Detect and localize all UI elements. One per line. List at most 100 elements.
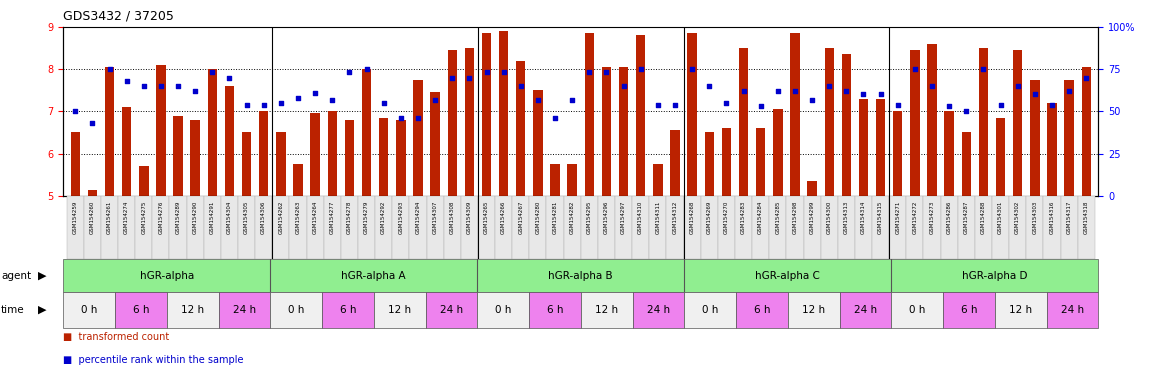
Point	[100, 66, 118, 72]
Text: time: time	[1, 305, 25, 315]
Bar	[139, 166, 148, 196]
Text: hGR-alpha: hGR-alpha	[139, 270, 194, 281]
Point	[803, 96, 821, 103]
Bar	[790, 33, 799, 196]
Text: GSM154310: GSM154310	[638, 201, 643, 234]
Bar	[601, 67, 611, 196]
Text: GSM154281: GSM154281	[552, 201, 558, 234]
Bar	[923, 196, 941, 259]
Bar	[756, 128, 766, 196]
Text: GSM154279: GSM154279	[365, 201, 369, 234]
Text: 0 h: 0 h	[908, 305, 926, 315]
Point	[152, 83, 170, 89]
Bar	[270, 259, 477, 292]
Bar	[323, 196, 340, 259]
Point	[580, 70, 598, 76]
Text: GSM154315: GSM154315	[879, 201, 883, 234]
Bar	[328, 111, 337, 196]
Bar	[444, 196, 461, 259]
Bar	[944, 111, 953, 196]
Bar	[872, 196, 889, 259]
Bar	[688, 33, 697, 196]
Text: GSM154278: GSM154278	[347, 201, 352, 234]
Bar	[670, 131, 680, 196]
Bar	[821, 196, 838, 259]
Bar	[910, 50, 920, 196]
Bar	[67, 196, 84, 259]
Text: 24 h: 24 h	[232, 305, 256, 315]
Bar	[632, 292, 684, 328]
Bar	[961, 132, 971, 196]
Text: GSM154318: GSM154318	[1083, 201, 1089, 234]
Text: GSM154312: GSM154312	[673, 201, 677, 234]
Text: 12 h: 12 h	[802, 305, 826, 315]
Point	[460, 74, 478, 81]
Bar	[598, 196, 615, 259]
Point	[1043, 101, 1061, 108]
Text: GSM154262: GSM154262	[278, 201, 283, 234]
Bar	[769, 196, 787, 259]
Bar	[1060, 196, 1078, 259]
Text: GSM154273: GSM154273	[929, 201, 935, 234]
Bar	[840, 292, 891, 328]
Text: GSM154285: GSM154285	[775, 201, 781, 234]
Point	[957, 108, 975, 114]
Bar	[174, 116, 183, 196]
Text: GSM154286: GSM154286	[946, 201, 952, 234]
Point	[889, 101, 907, 108]
Text: ■  percentile rank within the sample: ■ percentile rank within the sample	[63, 355, 244, 365]
Bar	[804, 196, 821, 259]
Bar	[1081, 67, 1091, 196]
Bar	[310, 114, 320, 196]
Point	[306, 90, 324, 96]
Bar	[581, 292, 632, 328]
Bar	[546, 196, 564, 259]
Bar	[551, 164, 560, 196]
Text: GSM154290: GSM154290	[193, 201, 198, 234]
Text: GSM154305: GSM154305	[244, 201, 250, 234]
Text: 6 h: 6 h	[960, 305, 978, 315]
Bar	[650, 196, 667, 259]
Point	[546, 115, 565, 121]
Bar	[534, 90, 543, 196]
Bar	[859, 99, 868, 196]
Bar	[375, 196, 392, 259]
Point	[66, 108, 84, 114]
Point	[512, 83, 530, 89]
Bar	[396, 120, 406, 196]
Bar	[1048, 103, 1057, 196]
Text: GSM154268: GSM154268	[690, 201, 695, 234]
Bar	[293, 164, 302, 196]
Bar	[1078, 196, 1095, 259]
Text: 24 h: 24 h	[439, 305, 463, 315]
Bar	[718, 196, 735, 259]
Text: GSM154270: GSM154270	[723, 201, 729, 234]
Bar	[788, 292, 840, 328]
Point	[940, 103, 958, 109]
Bar	[752, 196, 769, 259]
Point	[837, 88, 856, 94]
Text: GSM154303: GSM154303	[1033, 201, 1037, 234]
Text: GSM154296: GSM154296	[604, 201, 610, 234]
Text: GSM154267: GSM154267	[519, 201, 523, 234]
Bar	[136, 196, 152, 259]
Point	[1026, 91, 1044, 98]
Point	[854, 91, 873, 98]
Bar	[1043, 196, 1060, 259]
Point	[906, 66, 925, 72]
Text: GSM154307: GSM154307	[432, 201, 438, 234]
Point	[477, 70, 496, 76]
Point	[785, 88, 804, 94]
Text: GSM154297: GSM154297	[621, 201, 626, 234]
Bar	[773, 109, 782, 196]
Text: ■  transformed count: ■ transformed count	[63, 332, 169, 342]
Text: GSM154292: GSM154292	[381, 201, 386, 234]
Bar	[87, 190, 97, 196]
Text: GSM154271: GSM154271	[895, 201, 900, 234]
Text: 6 h: 6 h	[753, 305, 770, 315]
Bar	[208, 69, 217, 196]
Bar	[430, 92, 439, 196]
Text: GSM154309: GSM154309	[467, 201, 472, 234]
Text: 0 h: 0 h	[702, 305, 719, 315]
Bar	[876, 99, 886, 196]
